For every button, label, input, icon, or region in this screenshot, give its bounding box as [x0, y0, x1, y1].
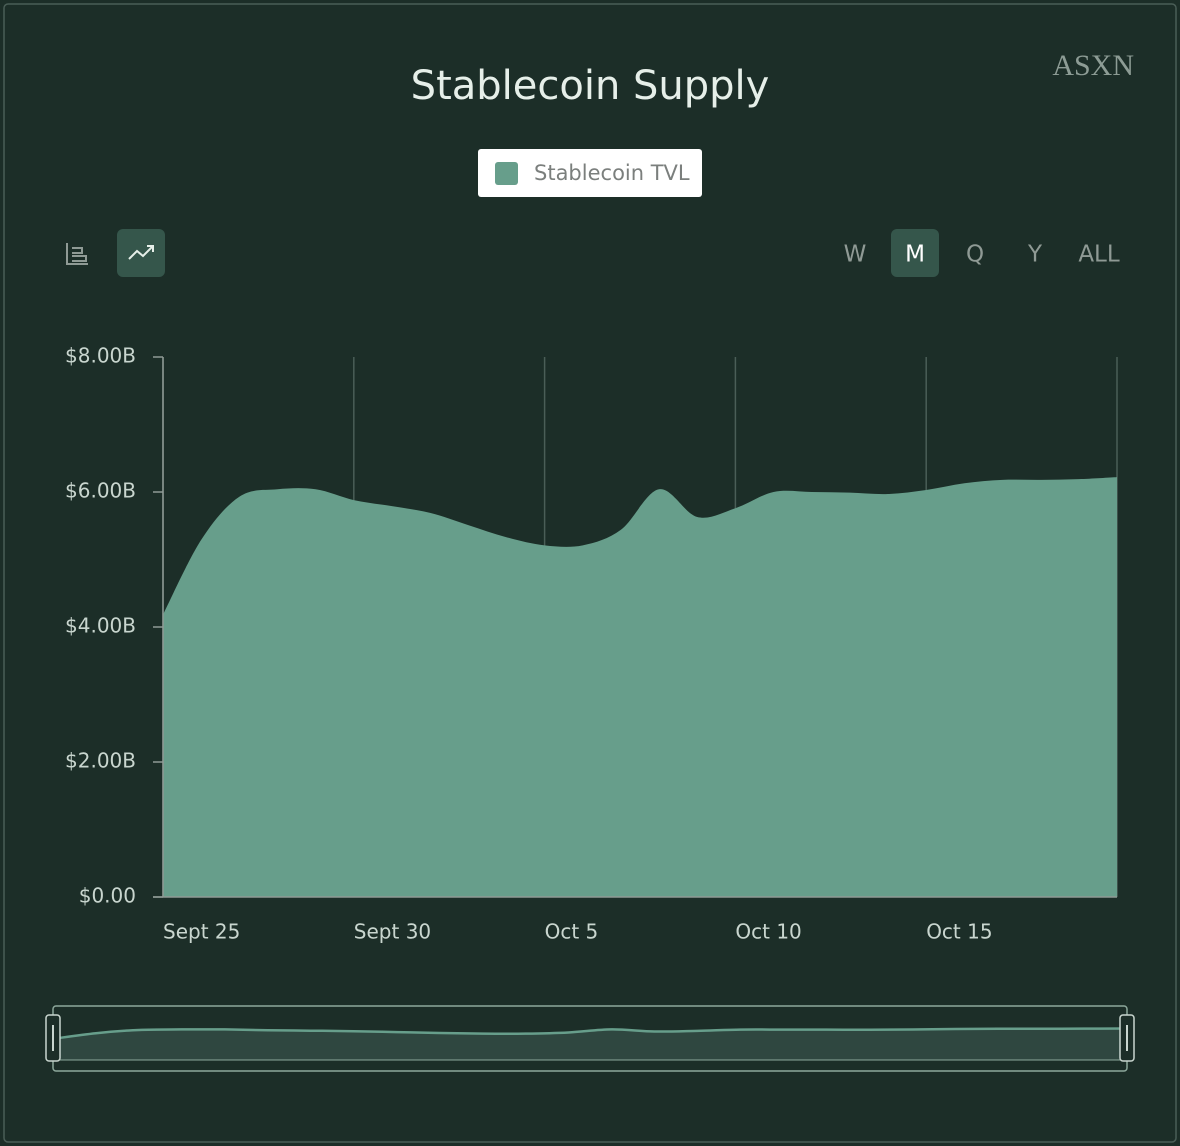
slider-line	[52, 1027, 1128, 1041]
area	[163, 477, 1117, 897]
line-icon	[128, 245, 154, 260]
chart-title: Stablecoin Supply	[411, 63, 770, 109]
legend-swatch	[495, 162, 518, 185]
y-tick-label: $6.00B	[65, 479, 136, 503]
range-button-active[interactable]	[891, 229, 939, 277]
range-button[interactable]: ALL	[1078, 242, 1120, 268]
x-tick-label: Sept 30	[354, 920, 431, 944]
legend-label[interactable]: Stablecoin TVL	[534, 161, 690, 185]
watermark: ASXN	[1052, 49, 1134, 82]
range-button[interactable]: Y	[1027, 242, 1043, 268]
bar-icon	[66, 243, 88, 265]
range-button[interactable]: W	[844, 242, 867, 268]
y-tick-label: $2.00B	[65, 749, 136, 773]
y-tick-label: $4.00B	[65, 614, 136, 638]
bar-chart-icon[interactable]	[66, 243, 88, 265]
slider-selection	[53, 1028, 1127, 1060]
x-tick-label: Oct 15	[926, 920, 992, 944]
y-tick-label: $0.00	[79, 884, 136, 908]
range-button[interactable]: M	[905, 242, 925, 268]
line-chart-button[interactable]	[117, 229, 165, 277]
y-tick-label: $8.00B	[65, 344, 136, 368]
x-tick-label: Oct 10	[735, 920, 801, 944]
x-tick-label: Sept 25	[163, 920, 240, 944]
range-button[interactable]: Q	[966, 242, 984, 268]
x-tick-label: Oct 5	[545, 920, 599, 944]
legend-box[interactable]	[478, 149, 702, 197]
